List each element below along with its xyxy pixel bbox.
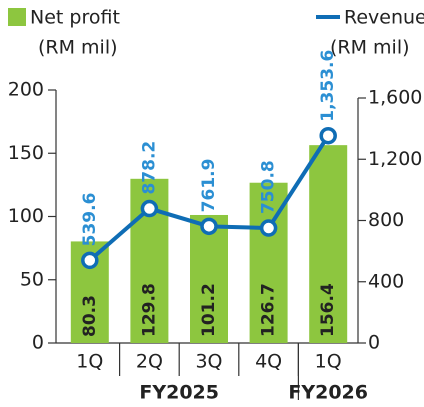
y-tick-label: 50 xyxy=(20,268,44,290)
y2-axis-unit: (RM mil) xyxy=(330,37,410,59)
y2-tick-label: 800 xyxy=(368,209,404,231)
line-value-label: 1,353.6 xyxy=(318,50,338,122)
y-tick-label: 0 xyxy=(32,332,44,354)
y-tick-label: 100 xyxy=(8,205,44,227)
y2-tick-label: 0 xyxy=(368,332,380,354)
y-tick-label: 200 xyxy=(8,79,44,101)
bar-value-label: 80.3 xyxy=(80,295,100,337)
y-axis-unit: (RM mil) xyxy=(38,37,118,59)
y2-tick-label: 400 xyxy=(368,270,404,292)
bar-value-label: 129.8 xyxy=(139,283,159,337)
bar xyxy=(190,214,228,343)
revenue-point xyxy=(259,219,278,237)
bar xyxy=(309,145,348,343)
x-tick-label: 2Q xyxy=(136,351,163,373)
group-label: FY2026 xyxy=(288,382,368,404)
legend-label: Revenue xyxy=(344,7,424,29)
line-value-label: 878.2 xyxy=(139,141,159,195)
revenue-point xyxy=(200,217,218,236)
line-value-label: 750.8 xyxy=(259,160,279,214)
line-value-label: 761.9 xyxy=(199,159,219,213)
x-tick-label: 1Q xyxy=(315,351,342,373)
line-value-label: 539.6 xyxy=(80,193,100,247)
revenue-point xyxy=(140,199,159,218)
y-tick-label: 150 xyxy=(8,142,44,164)
x-tick-label: 3Q xyxy=(195,351,222,373)
y2-tick-label: 1,200 xyxy=(368,148,422,170)
legend-label: Net profit xyxy=(30,7,120,29)
x-tick-label: 1Q xyxy=(76,351,103,373)
legend-swatch xyxy=(8,8,26,26)
group-label: FY2025 xyxy=(139,382,219,404)
bar-value-label: 126.7 xyxy=(259,283,279,337)
bar-value-label: 156.4 xyxy=(318,283,338,337)
revenue-point xyxy=(81,251,99,270)
x-tick-label: 4Q xyxy=(255,351,282,373)
bar-value-label: 101.2 xyxy=(199,283,219,337)
revenue-point xyxy=(319,126,337,145)
y2-tick-label: 1,600 xyxy=(368,87,422,109)
